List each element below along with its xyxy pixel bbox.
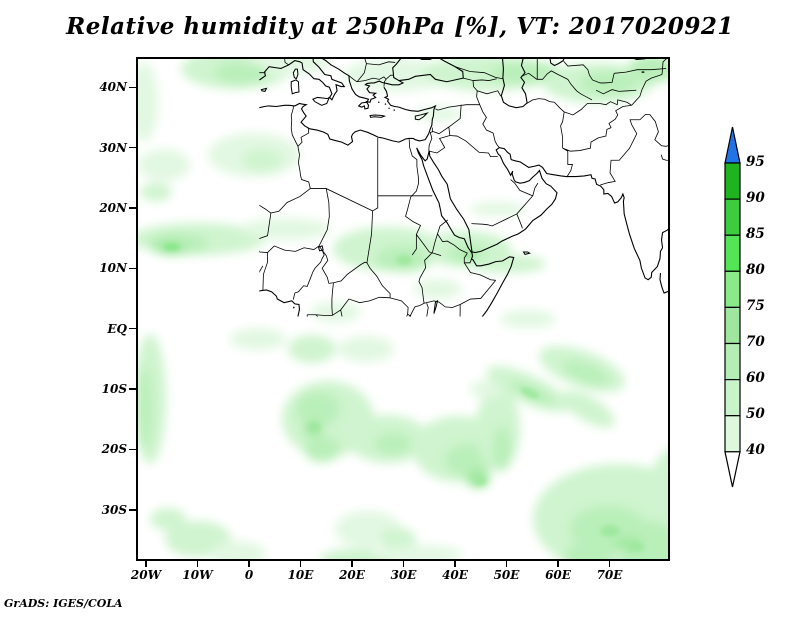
map-border [136,57,670,561]
lat-tick-label: EQ [107,322,127,336]
colorbar-segment [724,198,741,236]
lat-tick-mark [129,509,136,511]
lon-tick-mark [248,561,250,567]
lat-tick-label: 10S [101,382,127,396]
lon-tick-label: 10W [182,568,213,582]
grads-attribution: GrADS: IGES/COLA [4,597,123,610]
lakes-path [319,246,438,417]
lon-tick-mark [402,561,405,567]
lat-tick-mark [129,388,136,390]
humidity-shading [138,59,668,559]
lon-tick-mark [145,561,147,567]
lon-tick-label: 30E [390,568,417,582]
country-borders-path [161,57,669,513]
colorbar-segment [724,415,741,453]
colorbar [724,126,741,488]
lat-tick-mark [129,327,136,330]
colorbar-top-arrow [724,126,741,164]
colorbar-bottom-arrow [724,451,741,488]
lon-tick-mark [299,561,302,567]
lat-tick-mark [129,86,136,88]
lon-tick-label: 60E [545,568,571,582]
lon-tick-mark [557,561,559,567]
islands-path [261,69,529,483]
plot-title: Relative humidity at 250hPa [%], VT: 201… [66,13,734,40]
lat-tick-label: 20S [101,442,127,456]
colorbar-label: 50 [746,406,765,422]
lon-tick-label: 20W [130,568,162,582]
lon-tick-mark [196,561,199,567]
lon-tick-mark [351,561,353,567]
lon-tick-label: 10E [287,568,314,582]
colorbar-label: 70 [746,334,765,350]
colorbar-label: 75 [746,298,765,314]
colorbar-segment [724,234,741,272]
lat-tick-label: 10N [99,261,127,275]
lon-tick-label: 0 [244,568,254,582]
lat-tick-mark [129,448,136,451]
lon-tick-label: 70E [596,568,623,582]
colorbar-label: 40 [746,442,765,458]
lat-tick-mark [129,146,136,149]
lat-tick-mark [129,267,136,270]
nile-river-path [406,139,442,255]
colorbar-label: 80 [746,262,765,278]
colorbar-label: 60 [746,370,765,386]
geography [156,57,670,539]
colorbar-segment [724,379,741,417]
lon-tick-label: 20E [339,568,365,582]
lat-tick-label: 30S [101,503,127,517]
lat-tick-label: 30N [99,141,127,155]
lat-tick-label: 20N [99,201,127,215]
lat-tick-label: 40N [99,80,127,94]
colorbar-segment [724,270,741,309]
colorbar-label: 95 [746,154,765,170]
lon-tick-mark [505,561,508,567]
colorbar-segment [724,306,741,345]
lon-tick-label: 50E [493,568,520,582]
lon-tick-mark [608,561,611,567]
colorbar-label: 90 [746,190,765,206]
lon-tick-label: 40E [442,568,468,582]
small-islands-dots [292,71,645,309]
lat-tick-mark [129,207,136,209]
colorbar-segment [724,342,741,381]
colorbar-segment [724,162,741,200]
map-canvas [136,57,670,561]
lon-tick-mark [454,561,456,567]
coastline-path [159,57,670,539]
colorbar-label: 85 [746,226,765,242]
